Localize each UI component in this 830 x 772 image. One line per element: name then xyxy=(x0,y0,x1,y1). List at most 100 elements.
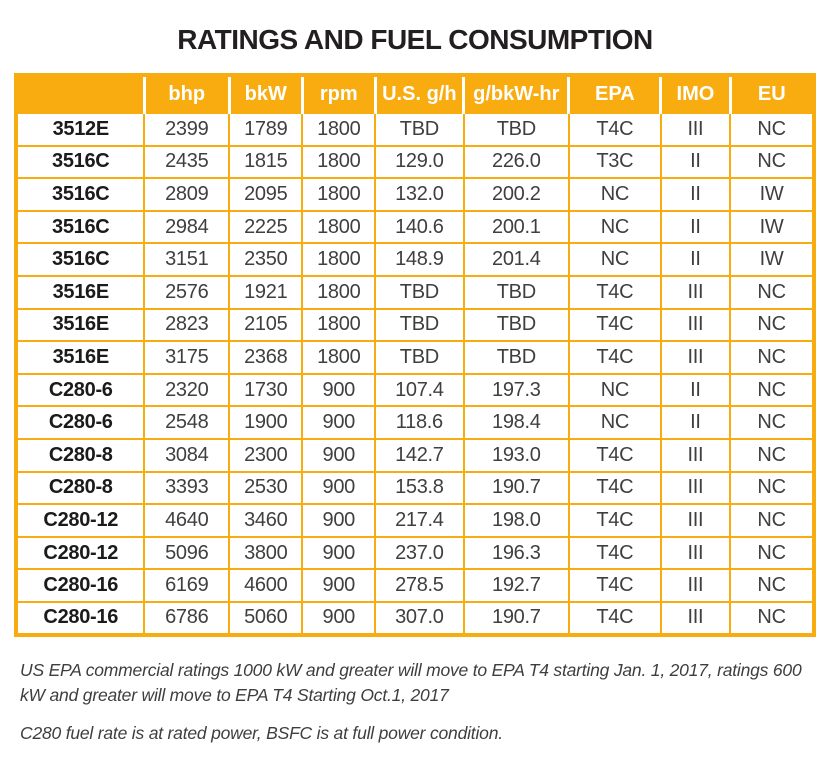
column-header-bhp: bhp xyxy=(142,75,230,114)
value-cell: NC xyxy=(567,242,662,277)
model-cell: 3516E xyxy=(14,307,146,343)
value-cell: 3151 xyxy=(143,242,231,277)
value-cell: 900 xyxy=(301,568,377,603)
value-cell: T4C xyxy=(567,470,662,506)
value-cell: T4C xyxy=(567,437,662,473)
value-cell: 1815 xyxy=(228,144,304,180)
table-row: C280-16 6169 4600 900 278.5 192.7 T4C III NC xyxy=(14,568,815,603)
column-header-model-blank xyxy=(16,75,145,114)
value-cell: 2320 xyxy=(143,372,231,408)
value-cell: 6786 xyxy=(143,600,231,636)
value-cell: NC xyxy=(567,209,662,245)
value-cell: NC xyxy=(729,470,815,506)
footnote-epa-ratings: US EPA commercial ratings 1000 kW and gr… xyxy=(20,659,802,705)
value-cell: 2105 xyxy=(228,307,304,343)
value-cell: NC xyxy=(567,405,662,440)
value-cell: TBD xyxy=(462,307,570,343)
value-cell: 198.4 xyxy=(462,405,570,440)
value-cell: 192.7 xyxy=(462,568,570,603)
value-cell: 107.4 xyxy=(374,372,465,408)
value-cell: 226.0 xyxy=(462,144,570,180)
table-row: 3516C 2984 2225 1800 140.6 200.1 NC II IW xyxy=(14,209,815,245)
value-cell: 3084 xyxy=(143,437,231,473)
value-cell: 1800 xyxy=(301,112,377,147)
model-cell: 3512E xyxy=(14,112,146,147)
value-cell: III xyxy=(659,307,732,343)
value-cell: T4C xyxy=(567,503,662,538)
value-cell: 900 xyxy=(301,470,377,506)
value-cell: TBD xyxy=(374,340,465,375)
value-cell: 190.7 xyxy=(462,600,570,636)
value-cell: 1800 xyxy=(301,274,377,310)
value-cell: T4C xyxy=(567,568,662,603)
value-cell: NC xyxy=(729,144,815,180)
value-cell: 197.3 xyxy=(462,372,570,408)
table-row: 3512E 2399 1789 1800 TBD TBD T4C III NC xyxy=(14,112,815,147)
value-cell: T4C xyxy=(567,340,662,375)
value-cell: 2368 xyxy=(228,340,304,375)
value-cell: III xyxy=(659,112,732,147)
model-cell: C280-8 xyxy=(14,437,146,473)
value-cell: 148.9 xyxy=(374,242,465,277)
value-cell: NC xyxy=(729,437,815,473)
value-cell: T4C xyxy=(567,307,662,343)
value-cell: 153.8 xyxy=(374,470,465,506)
value-cell: NC xyxy=(729,372,815,408)
column-header-u-s-g-h: U.S. g/h xyxy=(373,75,464,114)
model-cell: 3516C xyxy=(14,177,146,212)
value-cell: TBD xyxy=(462,274,570,310)
value-cell: 3393 xyxy=(143,470,231,506)
value-cell: II xyxy=(659,144,732,180)
value-cell: 278.5 xyxy=(374,568,465,603)
model-cell: 3516C xyxy=(14,242,146,277)
value-cell: 1800 xyxy=(301,177,377,212)
value-cell: 5096 xyxy=(143,535,231,571)
value-cell: 6169 xyxy=(143,568,231,603)
value-cell: 2823 xyxy=(143,307,231,343)
value-cell: NC xyxy=(729,568,815,603)
page-title: RATINGS AND FUEL CONSUMPTION xyxy=(177,24,653,55)
value-cell: III xyxy=(659,503,732,538)
value-cell: 1800 xyxy=(301,340,377,375)
model-cell: C280-6 xyxy=(14,372,146,408)
value-cell: 900 xyxy=(301,535,377,571)
value-cell: 1800 xyxy=(301,209,377,245)
table-row: C280-6 2548 1900 900 118.6 198.4 NC II NC xyxy=(14,405,815,440)
value-cell: 190.7 xyxy=(462,470,570,506)
value-cell: TBD xyxy=(462,112,570,147)
column-header-eu: EU xyxy=(728,75,814,114)
value-cell: IW xyxy=(729,177,815,212)
value-cell: III xyxy=(659,568,732,603)
value-cell: NC xyxy=(567,372,662,408)
value-cell: 142.7 xyxy=(374,437,465,473)
value-cell: III xyxy=(659,274,732,310)
value-cell: III xyxy=(659,470,732,506)
value-cell: NC xyxy=(729,535,815,571)
table-row: C280-8 3393 2530 900 153.8 190.7 T4C III NC xyxy=(14,470,815,506)
value-cell: 2350 xyxy=(228,242,304,277)
value-cell: 1800 xyxy=(301,242,377,277)
value-cell: NC xyxy=(729,503,815,538)
model-cell: C280-8 xyxy=(14,470,146,506)
value-cell: 2809 xyxy=(143,177,231,212)
model-cell: C280-16 xyxy=(14,568,146,603)
value-cell: TBD xyxy=(374,274,465,310)
value-cell: TBD xyxy=(462,340,570,375)
value-cell: 200.2 xyxy=(462,177,570,212)
table-row: 3516E 2823 2105 1800 TBD TBD T4C III NC xyxy=(14,307,815,343)
value-cell: NC xyxy=(729,405,815,440)
model-cell: C280-6 xyxy=(14,405,146,440)
table-row: C280-8 3084 2300 900 142.7 193.0 T4C III NC xyxy=(14,437,815,473)
model-cell: C280-12 xyxy=(14,535,146,571)
value-cell: 132.0 xyxy=(374,177,465,212)
value-cell: NC xyxy=(729,340,815,375)
value-cell: 200.1 xyxy=(462,209,570,245)
value-cell: 118.6 xyxy=(374,405,465,440)
model-cell: 3516E xyxy=(14,274,146,310)
value-cell: II xyxy=(659,405,732,440)
model-cell: 3516E xyxy=(14,340,146,375)
value-cell: 900 xyxy=(301,503,377,538)
value-cell: 198.0 xyxy=(462,503,570,538)
table-row: C280-6 2320 1730 900 107.4 197.3 NC II NC xyxy=(14,372,815,408)
